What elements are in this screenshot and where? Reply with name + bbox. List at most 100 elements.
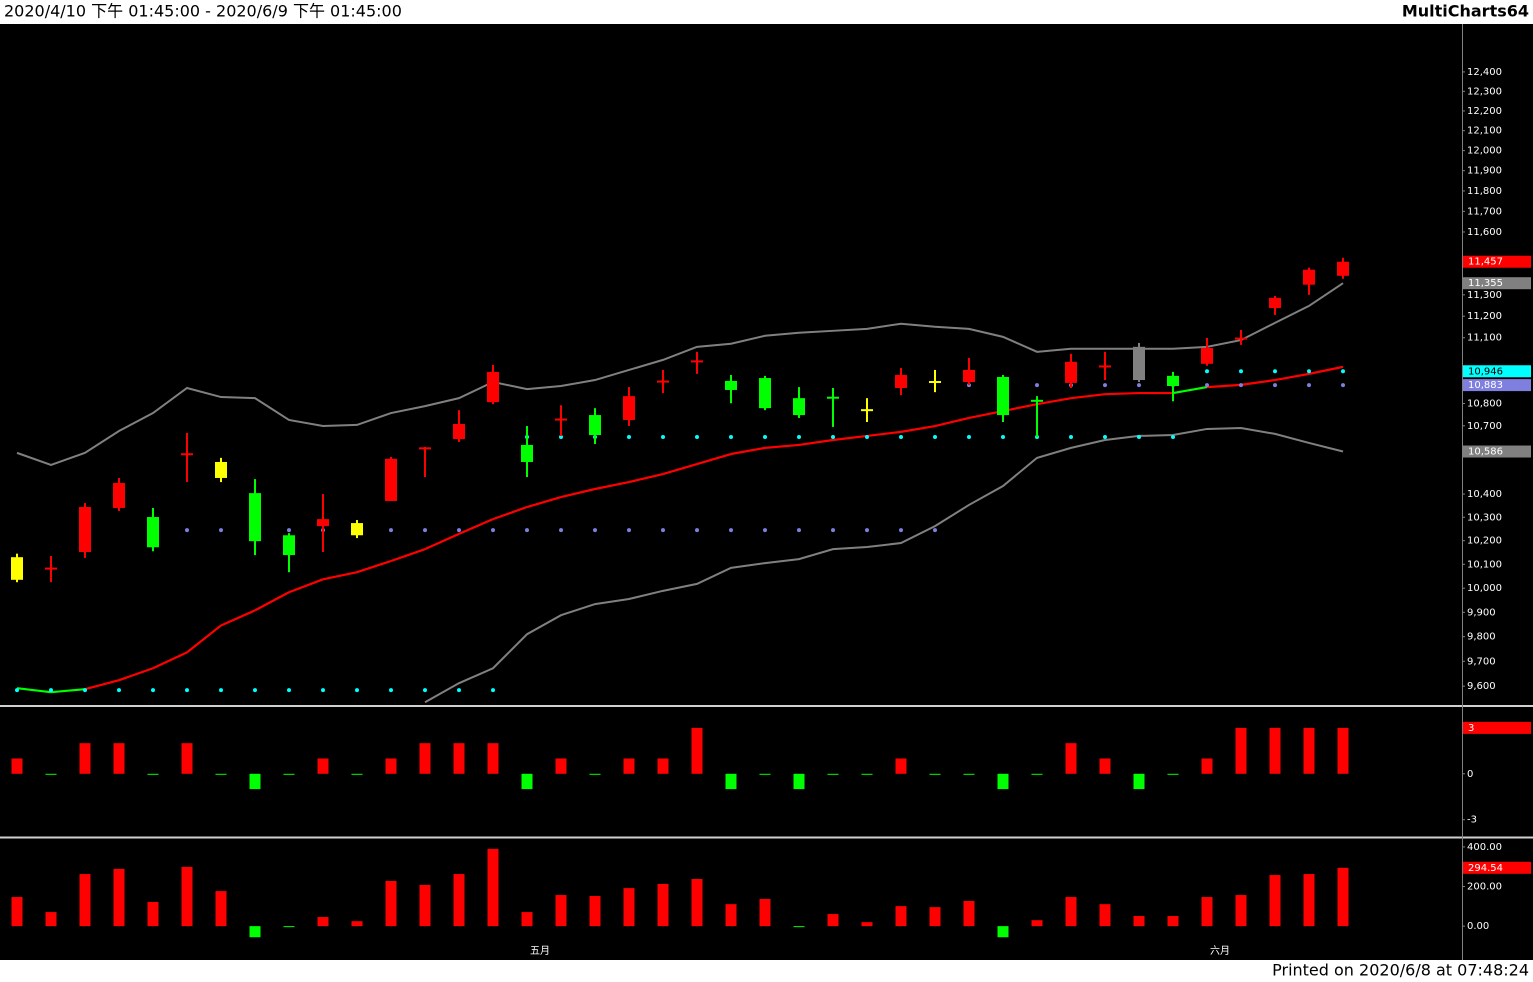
bar: [691, 727, 703, 774]
level-dot: [219, 688, 223, 693]
bar: [385, 758, 397, 774]
bar: [1337, 867, 1349, 927]
level-dot: [321, 688, 325, 693]
level-dot: [627, 435, 631, 440]
y-tick-label: 11,800: [1467, 186, 1502, 197]
bar: [385, 880, 397, 927]
bar: [1201, 758, 1213, 774]
bar: [895, 758, 907, 774]
bar: [351, 921, 363, 927]
candle-body: [385, 458, 397, 501]
band-line: [628, 472, 664, 484]
band-line: [152, 651, 188, 670]
y-tick-label: 10,700: [1467, 421, 1502, 432]
candle-body: [419, 447, 431, 450]
y-tick-label: 10,200: [1467, 536, 1502, 547]
band-line: [900, 424, 936, 433]
y-tick-label: 0: [1467, 769, 1473, 780]
candle-body: [1235, 337, 1247, 340]
y-tick-label: 9,600: [1467, 681, 1496, 692]
band-line: [1070, 393, 1106, 400]
y-tick-label: 10,300: [1467, 512, 1502, 523]
bar: [555, 895, 567, 927]
level-dot: [49, 688, 53, 693]
level-dot: [763, 435, 767, 440]
level-dot: [185, 528, 189, 533]
level-dot: [763, 528, 767, 533]
level-dot: [491, 528, 495, 533]
bar: [861, 922, 873, 927]
bar: [351, 773, 363, 775]
band-line: [424, 427, 1344, 704]
bar: [521, 912, 533, 927]
bar: [1167, 773, 1179, 775]
bar: [1065, 743, 1077, 774]
y-tick-label: 10,000: [1467, 583, 1502, 594]
level-dot: [1273, 383, 1277, 388]
level-dot: [865, 435, 869, 440]
y-tick-label: 11,300: [1467, 290, 1502, 301]
bar: [1269, 875, 1281, 927]
bar: [249, 926, 261, 938]
band-line: [1104, 391, 1140, 396]
bar: [725, 904, 737, 927]
band-line: [526, 496, 562, 509]
band-line: [560, 487, 596, 499]
y-tick-label: 11,600: [1467, 227, 1502, 238]
band-line: [50, 688, 86, 694]
bar: [589, 896, 601, 927]
bar: [861, 773, 873, 775]
band-line: [764, 443, 800, 449]
bar: [283, 773, 295, 775]
level-dot: [695, 435, 699, 440]
bar: [147, 901, 159, 927]
bar: [1167, 916, 1179, 927]
header-bar: [0, 0, 1533, 24]
bar: [79, 743, 91, 774]
level-dot: [933, 435, 937, 440]
level-dot: [1307, 383, 1311, 388]
level-dot: [525, 528, 529, 533]
band-line: [288, 578, 324, 594]
band-line: [594, 481, 630, 491]
bar: [1303, 874, 1315, 927]
y-tick-label: 10,100: [1467, 559, 1502, 570]
level-dot: [899, 435, 903, 440]
candle-body: [929, 381, 941, 384]
band-line: [118, 667, 154, 682]
y-tick-label: -3: [1467, 815, 1477, 826]
candle-body: [1303, 269, 1315, 285]
level-dot: [491, 688, 495, 693]
level-dot: [593, 528, 597, 533]
level-dot: [1341, 383, 1345, 388]
candle-body: [147, 517, 159, 548]
level-dot: [389, 688, 393, 693]
level-dot: [1307, 369, 1311, 374]
y-tick-label: 12,000: [1467, 146, 1502, 157]
bar: [963, 900, 975, 927]
candle-body: [45, 567, 57, 570]
bar: [657, 758, 669, 774]
band-line: [730, 446, 766, 456]
band-line: [220, 609, 256, 627]
bar: [1235, 727, 1247, 774]
value-marker: [1463, 721, 1531, 734]
level-dot: [1069, 435, 1073, 440]
bar: [929, 907, 941, 927]
y-tick-label: 11,200: [1467, 311, 1502, 322]
x-tick-label: 五月: [530, 945, 550, 957]
level-dot: [355, 688, 359, 693]
candle-body: [759, 378, 771, 409]
bar: [589, 773, 601, 775]
candle-body: [861, 409, 873, 412]
bar: [419, 884, 431, 927]
level-dot: [1035, 383, 1039, 388]
bar: [793, 773, 805, 790]
candle-body: [1269, 297, 1281, 309]
band-line: [424, 532, 460, 551]
y-tick-label: 12,100: [1467, 126, 1502, 137]
level-dot: [117, 688, 121, 693]
band-line: [1308, 365, 1344, 375]
bar: [827, 773, 839, 775]
y-tick-label: 9,800: [1467, 632, 1496, 643]
